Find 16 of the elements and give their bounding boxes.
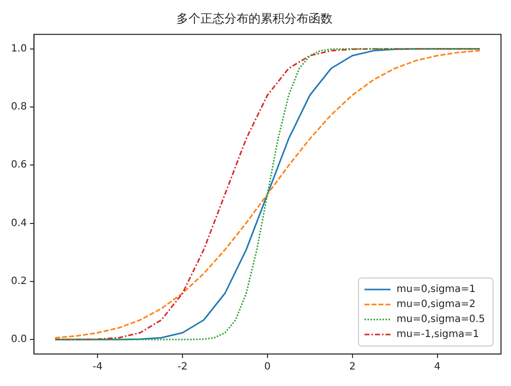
y-tick-label: 0.8 — [10, 102, 27, 113]
y-tick-label: 0.2 — [10, 276, 27, 287]
x-tick-label: 4 — [434, 362, 440, 373]
legend-label: mu=0,sigma=1 — [396, 284, 476, 296]
legend-label: mu=0,sigma=2 — [396, 299, 476, 310]
y-tick-label: 0.0 — [10, 334, 27, 346]
x-tick-label: 2 — [349, 362, 356, 373]
y-tick-label: 0.6 — [10, 160, 27, 171]
x-tick-label: -2 — [178, 362, 188, 373]
x-tick-label: -4 — [92, 362, 103, 373]
x-tick-label: 0 — [264, 362, 271, 373]
legend-label: mu=-1,sigma=1 — [396, 329, 480, 340]
y-tick-label: 1.0 — [10, 44, 27, 55]
y-tick-label: 0.4 — [10, 218, 27, 229]
legend-label: mu=0,sigma=0.5 — [396, 314, 486, 326]
chart-title: 多个正态分布的累积分布函数 — [176, 11, 332, 26]
